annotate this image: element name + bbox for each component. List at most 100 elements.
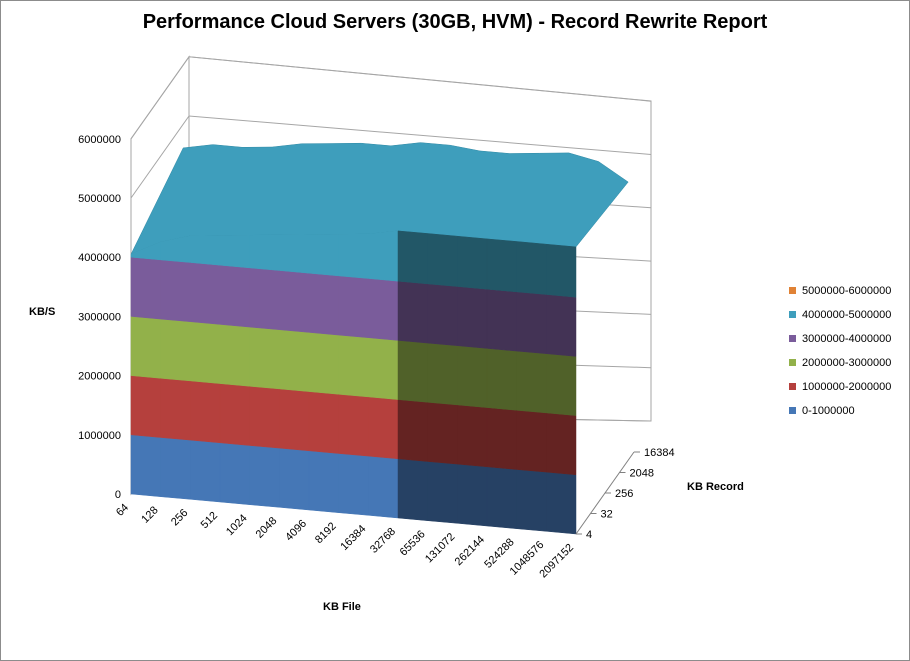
legend-label: 0-1000000	[802, 405, 855, 417]
surface-band	[457, 404, 488, 468]
surface-band	[338, 233, 369, 279]
x-tick-label: 64	[114, 502, 131, 519]
surface-band	[397, 399, 428, 462]
surface-band	[397, 340, 428, 403]
x-tick-label: 1024	[224, 512, 250, 538]
surface-band	[190, 439, 221, 503]
z-axis-title: KB/S	[29, 306, 55, 318]
legend-swatch	[789, 335, 796, 342]
surface-band	[486, 288, 517, 352]
legend-label: 4000000-5000000	[802, 309, 891, 321]
surface-band	[190, 262, 221, 325]
surface-band	[249, 267, 280, 330]
surface-band	[516, 469, 547, 532]
y-tick-label: 2048	[630, 468, 654, 480]
x-tick-label: 4096	[283, 518, 309, 544]
surface-band	[130, 375, 161, 438]
surface-band	[457, 235, 488, 290]
surface-band	[308, 234, 339, 277]
surface-band	[219, 264, 250, 328]
surface-band	[427, 461, 458, 524]
z-tick-label: 1000000	[78, 430, 121, 442]
y-axis-line	[575, 451, 635, 535]
surface-band	[516, 241, 547, 295]
surface-band	[397, 458, 428, 521]
y-tick-label: 256	[615, 488, 633, 500]
legend-label: 2000000-3000000	[802, 357, 891, 369]
z-tick-label: 0	[115, 489, 121, 501]
legend-label: 5000000-6000000	[802, 285, 891, 297]
surface-band	[130, 256, 161, 320]
x-tick-label: 2048	[254, 515, 280, 541]
surface-band	[397, 280, 428, 344]
surface-band	[190, 380, 221, 444]
surface-band	[427, 283, 458, 346]
surface-band	[249, 234, 280, 271]
gridline	[130, 115, 652, 199]
surface-band	[219, 442, 250, 505]
x-tick-label: 16384	[338, 523, 368, 553]
surface-band	[516, 410, 547, 473]
legend: 5000000-6000000 4000000-5000000 3000000-40…	[789, 285, 891, 417]
surface-band	[546, 243, 577, 298]
surface-band	[427, 342, 458, 406]
surface-band	[160, 318, 191, 382]
surface-band	[546, 412, 577, 476]
z-axis-ticks: 0 1000000 2000000 3000000 4000000 5000000 6000…	[78, 134, 121, 501]
surface-band	[486, 466, 517, 529]
surface-band	[219, 324, 250, 387]
z-tick-label: 2000000	[78, 371, 121, 383]
surface-band	[546, 471, 577, 535]
surface-band	[546, 294, 577, 357]
surface-band	[130, 434, 161, 497]
surface-band	[486, 348, 517, 411]
x-tick-label: 256	[169, 507, 190, 528]
surface-band	[397, 230, 428, 285]
chart-title: Performance Cloud Servers (30GB, HVM) - …	[142, 11, 768, 33]
surface-band	[457, 463, 488, 527]
surface-band	[516, 350, 547, 414]
surface-band	[427, 402, 458, 465]
x-tick-label: 65536	[398, 528, 428, 558]
surface-band	[279, 234, 310, 274]
legend-swatch	[789, 383, 796, 390]
surface-band	[279, 388, 310, 452]
x-axis-title: KB File	[323, 601, 361, 613]
surface-band	[308, 391, 339, 454]
surface-band	[457, 286, 488, 349]
z-tick-label: 6000000	[78, 134, 121, 146]
x-tick-label: 8192	[313, 520, 339, 546]
surface-band	[219, 383, 250, 446]
surface-band	[338, 275, 369, 338]
surface-band	[249, 445, 280, 508]
surface-band	[249, 326, 280, 390]
legend-swatch	[789, 407, 796, 414]
surface-band	[308, 450, 339, 513]
surface-band	[279, 447, 310, 511]
surface-band	[219, 235, 250, 269]
surface-band	[368, 337, 399, 400]
surface-band	[368, 396, 399, 460]
x-tick-label: 32768	[368, 526, 398, 556]
surface-band	[160, 378, 191, 441]
legend-swatch	[789, 359, 796, 366]
z-tick-label: 4000000	[78, 252, 121, 264]
surface-band	[279, 270, 310, 333]
legend-label: 1000000-2000000	[802, 381, 891, 393]
surface-band	[130, 316, 161, 379]
surface-plot	[130, 142, 629, 535]
surface-band	[486, 238, 517, 293]
surface-band	[160, 437, 191, 500]
x-tick-label: 512	[199, 510, 220, 531]
surface-band	[160, 259, 191, 322]
y-tick-label: 32	[601, 509, 613, 521]
surface-band	[190, 321, 221, 384]
surface-band	[486, 407, 517, 470]
x-tick-label: 128	[139, 504, 160, 525]
y-axis-title: KB Record	[687, 481, 744, 493]
surface-band	[308, 332, 339, 395]
surface-band	[546, 353, 577, 416]
